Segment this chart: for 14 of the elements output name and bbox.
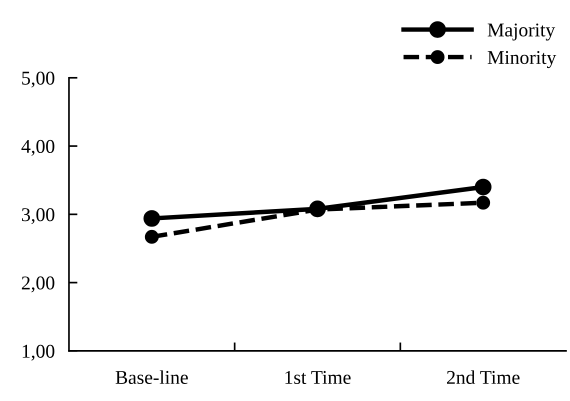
x-tick-label: 2nd Time: [447, 370, 520, 384]
legend-label: Majority: [488, 23, 556, 41]
x-tick-label: Base-line: [116, 370, 188, 384]
x-tick-label: 1st Time: [285, 370, 351, 384]
y-tick-label: 4,00: [21, 140, 54, 156]
y-tick-label: 1,00: [22, 344, 54, 361]
point: [143, 210, 160, 227]
point: [144, 230, 159, 244]
y-tick-label: 2,00: [22, 276, 54, 292]
y-tick-label: 5,00: [22, 72, 54, 88]
legend-label: Minority: [488, 51, 556, 68]
point: [476, 196, 490, 210]
y-tick-label: 3,00: [22, 208, 54, 224]
point: [474, 178, 492, 196]
